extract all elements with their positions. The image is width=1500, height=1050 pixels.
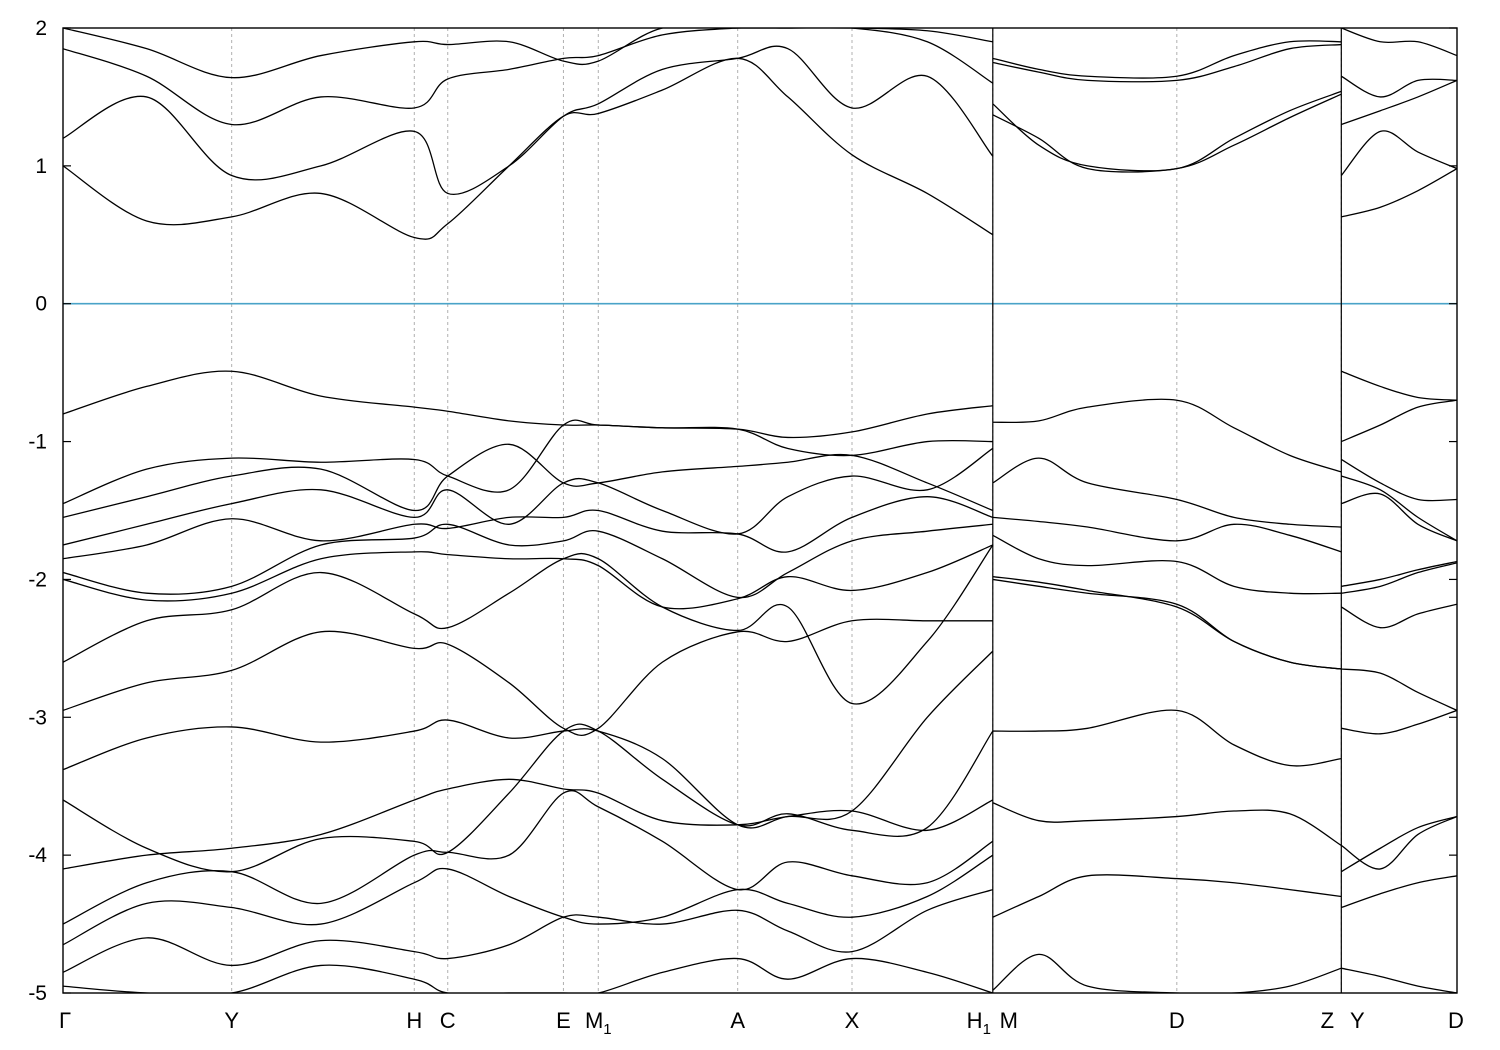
- band-line-seg0-b10: [63, 523, 993, 599]
- band-line-seg2-b9: [1341, 492, 1457, 542]
- band-line-seg2-b12: [1341, 399, 1457, 443]
- ytick-label: -2: [28, 568, 47, 591]
- ytick-label: 0: [35, 293, 47, 316]
- band-line-seg1-b5: [992, 576, 1342, 670]
- kpath-label-C: C: [440, 1008, 456, 1033]
- band-line-seg0-b3: [63, 790, 994, 925]
- band-line-seg2-b0: [1341, 967, 1457, 993]
- band-line-seg2-b17: [1340, 75, 1457, 98]
- band-line-seg2-b1: [1341, 875, 1457, 909]
- band-line-seg0-b7: [63, 618, 993, 736]
- kpath-label-H: H: [406, 1008, 422, 1033]
- band-line-seg1-b6: [992, 534, 1342, 595]
- band-line-seg1-b13: [992, 40, 1342, 79]
- band-line-seg1-b7: [992, 516, 1342, 553]
- band-lines: [63, 28, 1457, 993]
- y-axis-ticks: 2 1 0 -1 -2 -3 -4 -5: [28, 17, 1457, 1005]
- band-line-seg0-b18: [63, 28, 994, 126]
- kpath-label-H1: H1: [967, 1008, 991, 1038]
- kpath-label-G: Γ: [59, 1008, 71, 1033]
- band-line-seg1-b10: [992, 93, 1342, 173]
- band-line-seg2-b3: [1340, 815, 1457, 870]
- x-axis-kpath-labels: Γ Y H C E M1 A X H1 D Z D M Y: [59, 1008, 1464, 1038]
- band-line-seg1-b8: [992, 457, 1342, 528]
- ytick-label: 1: [35, 155, 47, 178]
- band-line-seg0-b2: [63, 854, 994, 946]
- band-line-seg0-b0: [63, 957, 993, 993]
- kpath-label-Z: Z: [1321, 1008, 1334, 1033]
- band-line-seg0-b17: [63, 45, 994, 196]
- band-line-seg2-b11: [1340, 458, 1457, 502]
- band-line-seg2-b7: [1341, 562, 1457, 594]
- kpath-label-E: E: [556, 1008, 571, 1033]
- band-line-seg0-b8: [63, 544, 994, 705]
- band-line-seg0-b15: [63, 370, 993, 439]
- band-line-seg2-b4: [1341, 709, 1457, 735]
- band-line-seg1-b1: [992, 874, 1342, 918]
- band-line-seg2-b16: [1341, 79, 1457, 126]
- band-line-seg2-b15: [1340, 130, 1457, 176]
- kpath-gridlines: [231, 28, 1342, 993]
- kpath-label-M1: M1: [585, 1008, 612, 1038]
- band-line-seg0-b6: [63, 650, 994, 829]
- kpath-label-D2: D: [1448, 1008, 1464, 1033]
- kpath-label-X: X: [845, 1008, 860, 1033]
- band-line-seg2-b2: [1340, 815, 1457, 873]
- ytick-label: -4: [28, 844, 47, 867]
- band-line-seg2-b6: [1340, 603, 1457, 629]
- band-line-seg0-b1: [63, 888, 993, 973]
- band-line-seg0-b11: [63, 496, 993, 560]
- band-line-seg0-b19: [63, 28, 993, 79]
- band-line-seg2-b14: [1341, 168, 1457, 218]
- band-line-seg2-b18: [1341, 28, 1457, 57]
- band-line-seg0-b5: [63, 723, 994, 873]
- ytick-label: 2: [35, 17, 47, 40]
- band-line-seg2-b5: [1341, 668, 1457, 711]
- band-line-seg0-b16: [63, 57, 994, 240]
- band-line-seg0-b14: [63, 419, 993, 505]
- band-line-seg2-b8: [1341, 560, 1457, 587]
- plot-frame: [62, 27, 1458, 994]
- band-line-seg1-b3: [992, 709, 1342, 767]
- ytick-label: -3: [28, 706, 47, 729]
- band-line-seg0-b9: [63, 544, 994, 610]
- ytick-label: -5: [28, 982, 47, 1005]
- band-line-seg1-b12: [992, 43, 1342, 83]
- kpath-label-A: A: [730, 1008, 745, 1033]
- band-line-seg2-b13: [1341, 370, 1457, 401]
- kpath-label-Y: Y: [224, 1008, 239, 1033]
- band-line-seg1-b2: [992, 802, 1342, 847]
- kpath-label-D: D: [1169, 1008, 1185, 1033]
- band-line-seg1-b0: [992, 953, 1342, 993]
- band-line-seg1-b9: [992, 398, 1342, 473]
- band-line-seg0-b4: [63, 778, 994, 870]
- band-line-seg0-b12: [63, 447, 994, 546]
- ytick-label: -1: [28, 431, 47, 454]
- kpath-label-break-Y: Y: [1350, 1008, 1365, 1033]
- band-line-seg2-b10: [1341, 475, 1457, 542]
- band-line-seg1-b11: [992, 90, 1342, 172]
- kpath-label-break-M: M: [1000, 1008, 1018, 1033]
